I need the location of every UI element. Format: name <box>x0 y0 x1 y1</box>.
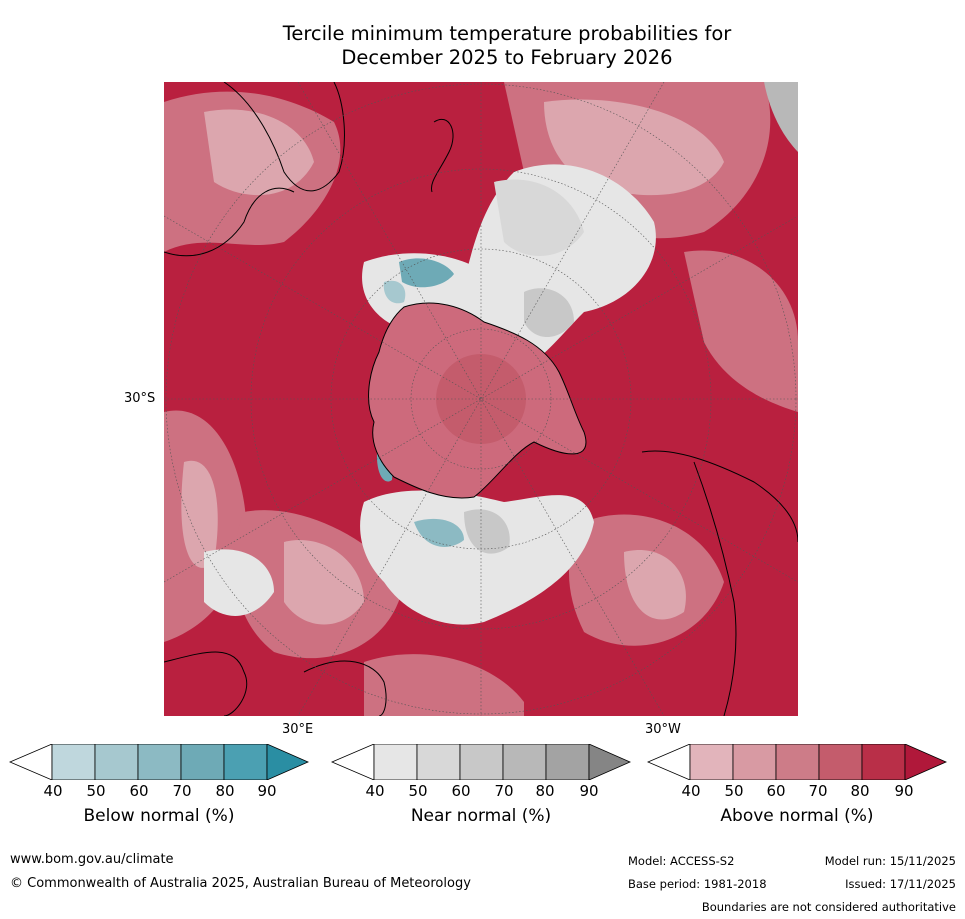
legend-swatch <box>416 744 461 780</box>
footer-copyright: © Commonwealth of Australia 2025, Austra… <box>10 876 471 891</box>
legend-swatch <box>775 744 820 780</box>
title-line-2: December 2025 to February 2026 <box>341 46 673 69</box>
legend-swatch <box>545 744 590 780</box>
legend-above-normal-ticks: 40 50 60 70 80 90 <box>647 782 947 802</box>
footer-model-run: Model run: 15/11/2025 <box>824 854 956 868</box>
legend-swatch <box>137 744 182 780</box>
legend-swatch <box>373 744 418 780</box>
tick-label: 60 <box>129 782 149 800</box>
near-normal-regions <box>204 82 798 625</box>
legend-arrow-high <box>588 744 631 780</box>
tick-label: 90 <box>894 782 914 800</box>
legend-above-normal-bar <box>647 744 947 780</box>
graticule-lines <box>164 82 798 716</box>
legend-above-normal-title: Above normal (%) <box>720 806 874 826</box>
footer-base-period: Base period: 1981-2018 <box>628 877 767 891</box>
footer-model: Model: ACCESS-S2 <box>628 854 735 868</box>
tick-label: 80 <box>850 782 870 800</box>
legend-swatch <box>94 744 139 780</box>
lon-label-30e: 30°E <box>282 722 314 737</box>
legend-arrow-low <box>647 744 691 780</box>
legend-arrow-low <box>9 744 53 780</box>
tick-label: 90 <box>579 782 599 800</box>
legend-arrow-low <box>331 744 375 780</box>
title-line-1: Tercile minimum temperature probabilitie… <box>282 22 732 45</box>
legend-swatch <box>180 744 225 780</box>
legend-near-normal-bar <box>331 744 631 780</box>
footer-issued: Issued: 17/11/2025 <box>845 877 956 891</box>
legend-arrow-high <box>904 744 947 780</box>
lon-label-30w: 30°W <box>645 722 681 737</box>
tick-label: 40 <box>365 782 385 800</box>
tick-label: 90 <box>257 782 277 800</box>
legend-below-normal-title: Below normal (%) <box>83 806 235 826</box>
polar-map[interactable] <box>164 82 798 716</box>
tick-label: 70 <box>172 782 192 800</box>
tick-label: 50 <box>408 782 428 800</box>
legend-arrow-high <box>266 744 309 780</box>
tick-label: 80 <box>215 782 235 800</box>
lat-label-30s: 30°S <box>124 391 156 406</box>
tick-label: 70 <box>494 782 514 800</box>
continent-outlines <box>164 82 798 716</box>
legend-swatch <box>861 744 906 780</box>
tick-label: 50 <box>724 782 744 800</box>
legend-swatch <box>502 744 547 780</box>
legend-below-normal-ticks: 40 50 60 70 80 90 <box>9 782 309 802</box>
tick-label: 70 <box>808 782 828 800</box>
legend-swatch <box>223 744 268 780</box>
tick-label: 60 <box>451 782 471 800</box>
legend-below-normal-bar <box>9 744 309 780</box>
tick-label: 50 <box>86 782 106 800</box>
footer-url[interactable]: www.bom.gov.au/climate <box>10 852 174 867</box>
chart-title: Tercile minimum temperature probabilitie… <box>0 22 965 70</box>
legend-near-normal-title: Near normal (%) <box>410 806 552 826</box>
tick-label: 60 <box>766 782 786 800</box>
footer-disclaimer: Boundaries are not considered authoritat… <box>701 900 956 914</box>
legend-near-normal-ticks: 40 50 60 70 80 90 <box>331 782 631 802</box>
legend-swatch <box>732 744 777 780</box>
south-pole-center <box>436 354 526 444</box>
tick-label: 40 <box>43 782 63 800</box>
tick-label: 40 <box>681 782 701 800</box>
legend-swatch <box>818 744 863 780</box>
legend-swatch <box>689 744 734 780</box>
tick-label: 80 <box>535 782 555 800</box>
legend-swatch <box>459 744 504 780</box>
legend-swatch <box>51 744 96 780</box>
